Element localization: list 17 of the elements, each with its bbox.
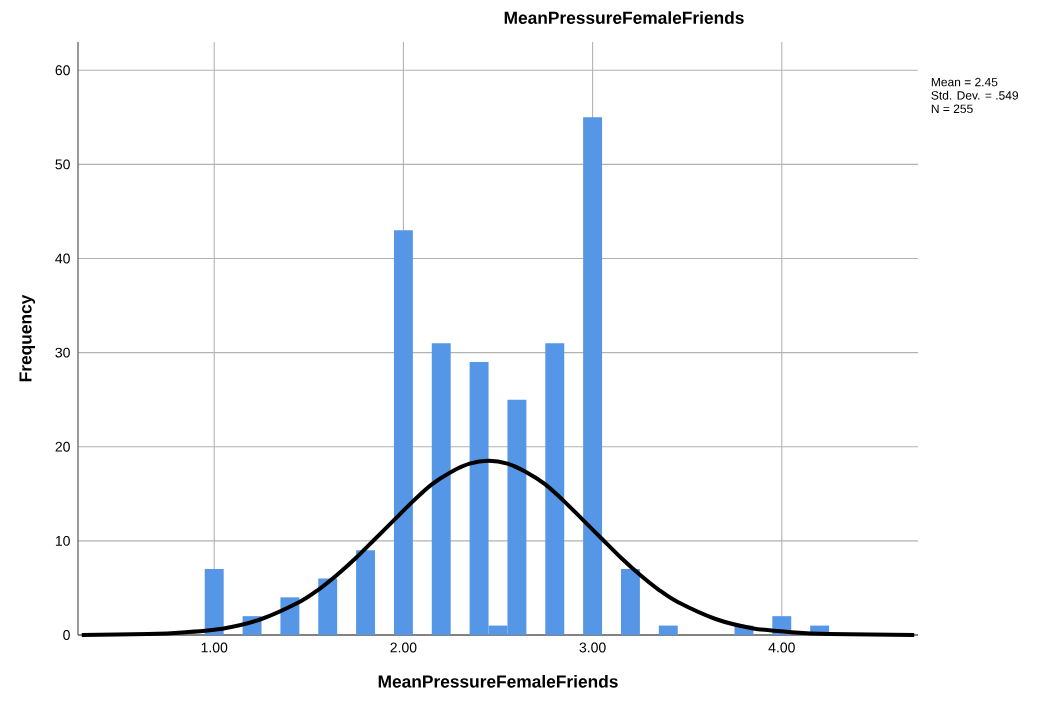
x-tick-label: 4.00 — [768, 642, 795, 653]
y-axis-title: Frequency — [19, 294, 36, 382]
x-axis-title: MeanPressureFemaleFriends — [378, 674, 618, 688]
y-tick-label: 10 — [55, 535, 70, 546]
text: N = 255 — [931, 104, 973, 114]
y-tick-label: 60 — [55, 65, 70, 76]
x-tick-label: 1.00 — [201, 642, 228, 653]
x-tick-label: 3.00 — [579, 642, 606, 653]
y-tick-label: 0 — [63, 630, 70, 640]
chart-title: MeanPressureFemaleFriends — [504, 11, 744, 24]
y-tick-label: 30 — [55, 347, 70, 358]
y-tick-label: 50 — [55, 159, 70, 170]
x-tick-label: 2.00 — [390, 642, 417, 653]
y-tick-label: 20 — [55, 441, 70, 452]
text: Std. Dev. = .549 — [931, 90, 1019, 100]
y-tick-label: 40 — [55, 253, 70, 264]
text: Mean = 2.45 — [931, 77, 998, 87]
